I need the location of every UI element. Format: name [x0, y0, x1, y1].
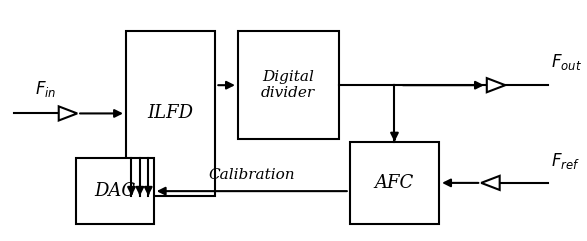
Polygon shape [59, 106, 77, 120]
Text: $F_{ref}$: $F_{ref}$ [551, 151, 580, 171]
Text: $F_{out}$: $F_{out}$ [551, 52, 582, 72]
Text: ILFD: ILFD [148, 104, 194, 122]
Text: Digital
divider: Digital divider [261, 70, 315, 100]
Bar [350, 142, 439, 224]
Polygon shape [481, 176, 500, 190]
Bar [126, 31, 215, 196]
Text: $F_{in}$: $F_{in}$ [35, 79, 56, 99]
Bar [238, 31, 339, 139]
Text: DAC: DAC [94, 182, 135, 200]
Bar [76, 158, 154, 224]
Text: AFC: AFC [375, 174, 414, 192]
Text: Calibration: Calibration [208, 168, 295, 182]
Polygon shape [487, 78, 505, 92]
